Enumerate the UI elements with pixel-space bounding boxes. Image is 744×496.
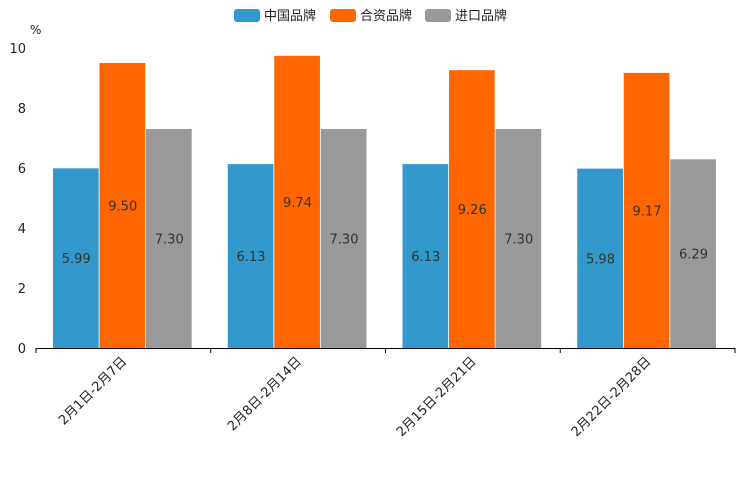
y-axis: 0 2 4 6 8 10	[9, 42, 26, 357]
x-tick-label: 2月8日-2月14日	[225, 354, 305, 434]
legend-swatch	[234, 9, 260, 22]
bar	[495, 129, 542, 348]
bar	[449, 70, 495, 348]
bar-value-label: 7.30	[155, 233, 184, 248]
y-axis-unit: %	[30, 23, 41, 37]
data-labels: 5.99 6.13 6.13 5.98 9.50 9.74 9.26 9.17 7.30 7.30…	[62, 196, 708, 267]
y-tick-label: 10	[9, 42, 26, 57]
bar-value-label: 9.74	[283, 196, 312, 211]
bar	[53, 168, 99, 348]
legend-swatch	[425, 9, 451, 22]
bar-value-label: 9.26	[458, 203, 487, 218]
bar-value-label: 7.30	[504, 233, 533, 248]
bar	[146, 129, 192, 348]
bar-value-label: 9.50	[108, 200, 137, 215]
y-tick-label: 2	[18, 282, 26, 297]
legend-item[interactable]: 进口品牌	[425, 8, 507, 24]
x-tick-label: 2月15日-2月21日	[394, 354, 480, 440]
y-tick-label: 6	[18, 162, 26, 177]
y-tick-label: 4	[18, 222, 26, 237]
legend-swatch	[330, 9, 356, 22]
bar-value-label: 9.17	[633, 204, 662, 219]
x-tick-label: 2月1日-2月7日	[56, 354, 130, 428]
y-tick-label: 8	[18, 102, 26, 117]
legend: 中国品牌 合资品牌 进口品牌	[234, 8, 507, 24]
bar-value-label: 6.13	[411, 250, 440, 265]
bar	[577, 168, 623, 348]
bar	[227, 164, 274, 348]
legend-item[interactable]: 中国品牌	[234, 8, 316, 24]
bar-value-label: 5.99	[62, 252, 91, 267]
bar	[99, 63, 146, 348]
bar	[320, 129, 367, 348]
x-tick-label: 2月22日-2月28日	[569, 354, 655, 440]
legend-label: 合资品牌	[360, 8, 412, 24]
bar-value-label: 7.30	[330, 233, 359, 248]
legend-item[interactable]: 合资品牌	[330, 8, 412, 24]
bar	[402, 164, 449, 348]
y-tick-label: 0	[18, 342, 26, 357]
bar-value-label: 6.29	[679, 248, 708, 263]
bars	[53, 55, 716, 349]
bar	[623, 72, 670, 349]
bar	[670, 159, 716, 348]
bar-value-label: 6.13	[237, 250, 266, 265]
bar	[274, 55, 320, 349]
bar-value-label: 5.98	[586, 252, 615, 267]
legend-label: 进口品牌	[455, 8, 507, 24]
x-axis: 2月1日-2月7日 2月8日-2月14日 2月15日-2月21日 2月22日-2月28…	[35, 348, 736, 440]
legend-label: 中国品牌	[264, 8, 316, 24]
